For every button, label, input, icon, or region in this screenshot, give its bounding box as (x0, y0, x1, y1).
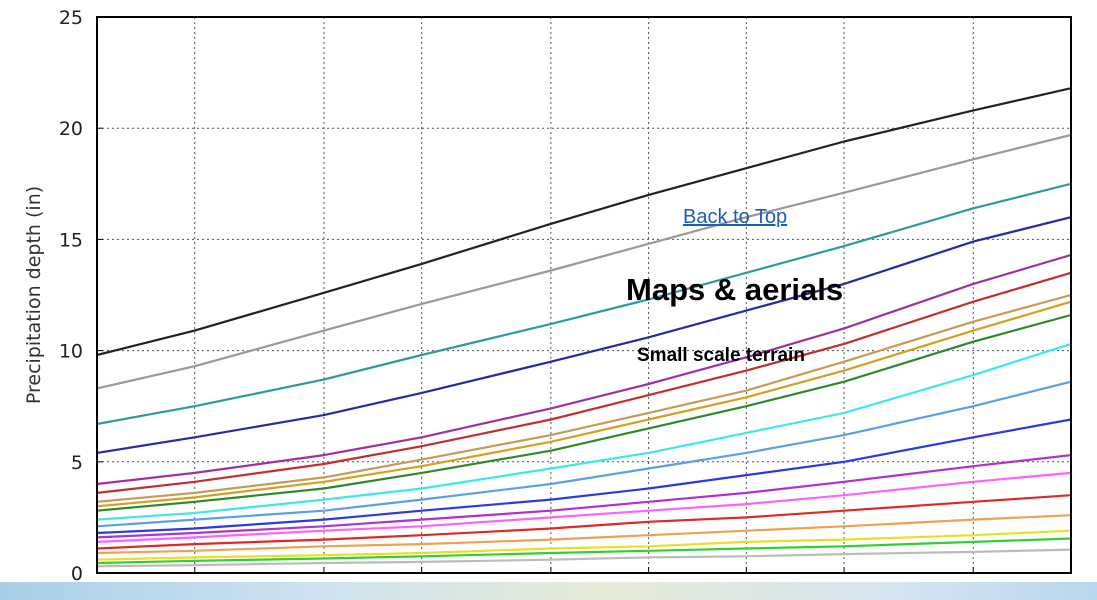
series-line-17 (96, 529, 1072, 561)
y-axis-label: Precipitation depth (in) (23, 186, 45, 404)
bottom-map-strip (0, 582, 1097, 600)
plot-frame (96, 16, 1072, 574)
grid (96, 16, 1072, 574)
y-tick-label: 5 (71, 452, 83, 474)
series-line-14 (96, 471, 1072, 543)
series-line-8 (96, 300, 1072, 508)
series-line-15 (96, 494, 1072, 550)
series-line-3 (96, 182, 1072, 426)
small-scale-terrain-label: Small scale terrain (637, 345, 805, 366)
y-tick-label: 10 (59, 341, 83, 363)
y-tick-label: 0 (71, 563, 83, 585)
series-line-6 (96, 271, 1072, 494)
series-lines (96, 87, 1072, 568)
series-line-16 (96, 514, 1072, 555)
series-line-9 (96, 313, 1072, 512)
series-line-2 (96, 133, 1072, 390)
series-line-1 (96, 87, 1072, 357)
series-line-5 (96, 253, 1072, 486)
series-line-11 (96, 380, 1072, 528)
series-line-7 (96, 293, 1072, 503)
series-line-12 (96, 418, 1072, 535)
back-to-top-link[interactable]: Back to Top (683, 206, 788, 228)
y-tick-label: 15 (59, 229, 83, 251)
series-line-13 (96, 454, 1072, 539)
series-line-4 (96, 216, 1072, 454)
series-line-18 (96, 537, 1072, 565)
y-tick-label: 25 (59, 7, 83, 29)
y-tick-label: 20 (59, 118, 83, 140)
series-line-19 (96, 548, 1072, 568)
series-line-10 (96, 342, 1072, 521)
y-tick-labels: 0 5 10 15 20 25 (59, 7, 83, 585)
maps-aerials-heading: Maps & aerials (626, 272, 844, 307)
